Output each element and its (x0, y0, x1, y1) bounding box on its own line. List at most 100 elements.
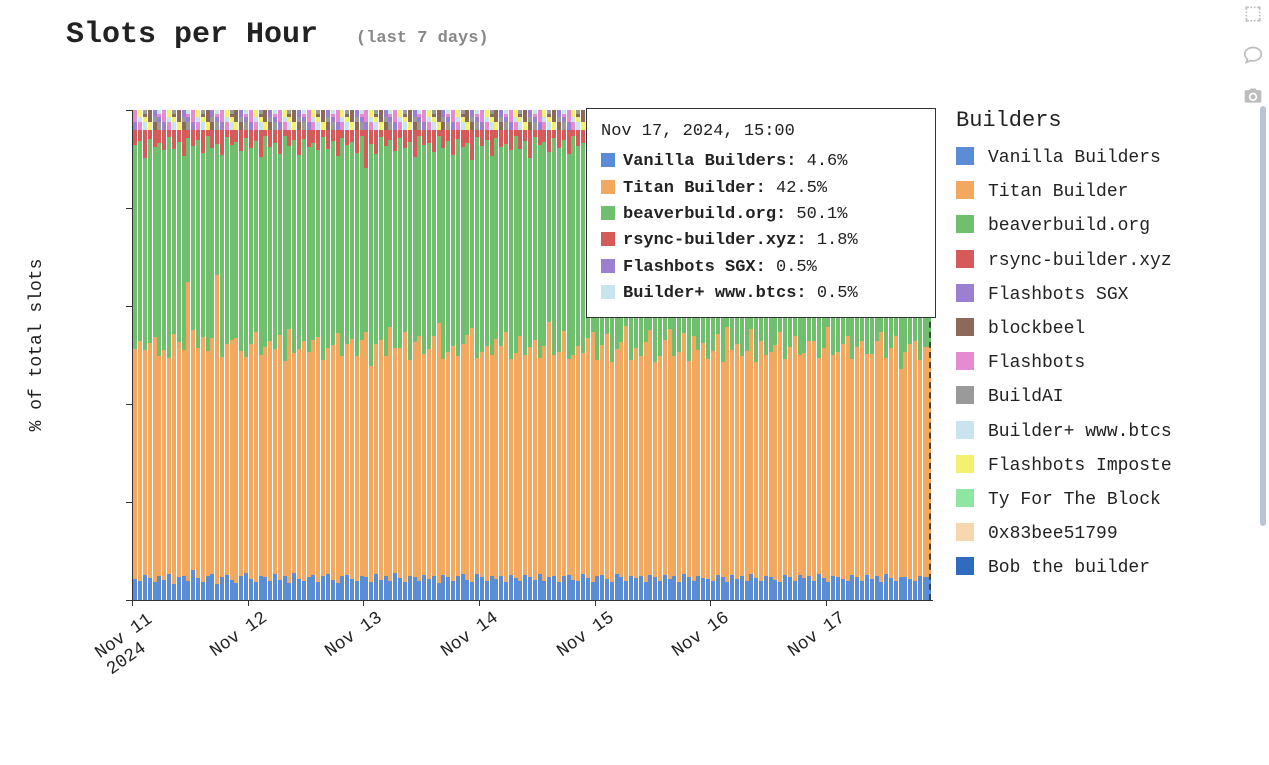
bar-column[interactable] (360, 110, 364, 600)
bar-column[interactable] (475, 110, 479, 600)
legend-item[interactable]: Titan Builder (956, 175, 1172, 209)
bar-column[interactable] (427, 110, 431, 600)
bar-column[interactable] (311, 110, 315, 600)
legend-scrollbar[interactable] (1260, 106, 1266, 526)
bar-column[interactable] (297, 110, 301, 600)
bar-column[interactable] (316, 110, 320, 600)
bar-column[interactable] (287, 110, 291, 600)
bar-column[interactable] (278, 110, 282, 600)
bar-column[interactable] (345, 110, 349, 600)
bar-column[interactable] (499, 110, 503, 600)
bar-column[interactable] (210, 110, 214, 600)
bar-column[interactable] (533, 110, 537, 600)
bar-column[interactable] (215, 110, 219, 600)
bar-column[interactable] (292, 110, 296, 600)
bar-column[interactable] (408, 110, 412, 600)
bar-column[interactable] (388, 110, 392, 600)
bar-column[interactable] (576, 110, 580, 600)
bar-column[interactable] (422, 110, 426, 600)
bar-column[interactable] (571, 110, 575, 600)
legend-item[interactable]: BuildAI (956, 380, 1172, 414)
bar-column[interactable] (514, 110, 518, 600)
legend-item[interactable]: Bob the builder (956, 551, 1172, 585)
legend-item[interactable]: Vanilla Builders (956, 141, 1172, 175)
bar-column[interactable] (307, 110, 311, 600)
bar-column[interactable] (273, 110, 277, 600)
bar-column[interactable] (446, 110, 450, 600)
legend-item[interactable]: Flashbots Imposte (956, 449, 1172, 483)
bar-column[interactable] (441, 110, 445, 600)
bar-column[interactable] (567, 110, 571, 600)
bar-column[interactable] (283, 110, 287, 600)
bar-column[interactable] (374, 110, 378, 600)
bar-column[interactable] (326, 110, 330, 600)
legend-item[interactable]: Flashbots (956, 346, 1172, 380)
bar-column[interactable] (302, 110, 306, 600)
bar-column[interactable] (230, 110, 234, 600)
legend-item[interactable]: blockbeel (956, 312, 1172, 346)
bar-column[interactable] (413, 110, 417, 600)
bar-column[interactable] (239, 110, 243, 600)
bar-column[interactable] (263, 110, 267, 600)
bar-column[interactable] (234, 110, 238, 600)
bar-column[interactable] (249, 110, 253, 600)
bar-column[interactable] (331, 110, 335, 600)
bar-column[interactable] (177, 110, 181, 600)
bar-column[interactable] (509, 110, 513, 600)
bar-column[interactable] (153, 110, 157, 600)
bar-column[interactable] (191, 110, 195, 600)
bar-column[interactable] (350, 110, 354, 600)
bar-column[interactable] (504, 110, 508, 600)
legend-item[interactable]: rsync-builder.xyz (956, 244, 1172, 278)
bar-column[interactable] (485, 110, 489, 600)
bar-column[interactable] (470, 110, 474, 600)
legend-item[interactable]: 0x83bee51799 (956, 517, 1172, 551)
bar-column[interactable] (196, 110, 200, 600)
bar-column[interactable] (538, 110, 542, 600)
legend-item[interactable]: Flashbots SGX (956, 278, 1172, 312)
bar-column[interactable] (451, 110, 455, 600)
bar-column[interactable] (403, 110, 407, 600)
bar-column[interactable] (355, 110, 359, 600)
bar-column[interactable] (133, 110, 137, 600)
bar-column[interactable] (542, 110, 546, 600)
bar-column[interactable] (225, 110, 229, 600)
bar-column[interactable] (518, 110, 522, 600)
bar-column[interactable] (321, 110, 325, 600)
legend-item[interactable]: Builder+ www.btcs (956, 415, 1172, 449)
legend-item[interactable]: beaverbuild.org (956, 209, 1172, 243)
bar-column[interactable] (220, 110, 224, 600)
bar-column[interactable] (384, 110, 388, 600)
bar-column[interactable] (461, 110, 465, 600)
select-box-icon[interactable] (1243, 4, 1263, 29)
bar-column[interactable] (490, 110, 494, 600)
bar-column[interactable] (143, 110, 147, 600)
bar-column[interactable] (182, 110, 186, 600)
bar-column[interactable] (547, 110, 551, 600)
bar-column[interactable] (244, 110, 248, 600)
bar-column[interactable] (364, 110, 368, 600)
bar-column[interactable] (201, 110, 205, 600)
bar-column[interactable] (148, 110, 152, 600)
bar-column[interactable] (562, 110, 566, 600)
bar-column[interactable] (432, 110, 436, 600)
bar-column[interactable] (523, 110, 527, 600)
bar-column[interactable] (340, 110, 344, 600)
bar-column[interactable] (206, 110, 210, 600)
bar-column[interactable] (162, 110, 166, 600)
bar-column[interactable] (167, 110, 171, 600)
bar-column[interactable] (186, 110, 190, 600)
bar-column[interactable] (465, 110, 469, 600)
bar-column[interactable] (268, 110, 272, 600)
bar-column[interactable] (528, 110, 532, 600)
bar-column[interactable] (369, 110, 373, 600)
bar-column[interactable] (393, 110, 397, 600)
bar-column[interactable] (254, 110, 258, 600)
bar-column[interactable] (552, 110, 556, 600)
bar-column[interactable] (138, 110, 142, 600)
bar-column[interactable] (417, 110, 421, 600)
bar-column[interactable] (557, 110, 561, 600)
bar-column[interactable] (494, 110, 498, 600)
bar-column[interactable] (172, 110, 176, 600)
bar-column[interactable] (437, 110, 441, 600)
